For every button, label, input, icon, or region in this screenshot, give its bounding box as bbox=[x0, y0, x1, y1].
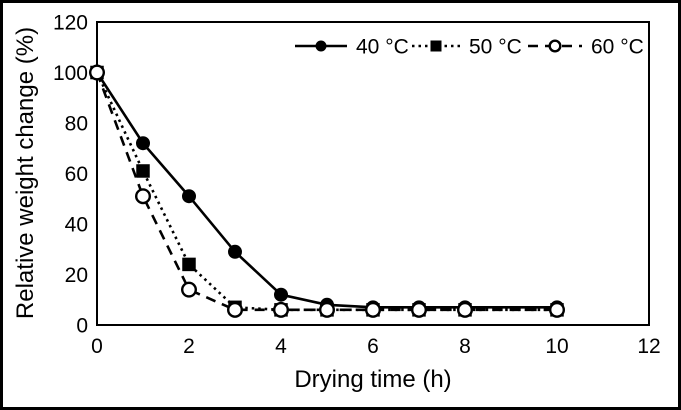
legend-marker-1 bbox=[430, 40, 442, 52]
legend-label-2: 60 °C bbox=[591, 36, 644, 59]
y-tick-label: 40 bbox=[65, 214, 88, 237]
line-chart: Drying time (h) Relative weight change (… bbox=[12, 12, 661, 394]
plot-frame bbox=[96, 21, 650, 326]
legend-label-1: 50 °C bbox=[469, 36, 522, 59]
data-point-marker-series-0 bbox=[228, 244, 242, 259]
y-tick-label: 100 bbox=[53, 62, 88, 85]
data-point-marker-series-2 bbox=[134, 188, 151, 205]
y-tick-label: 80 bbox=[65, 113, 88, 136]
data-point-marker-series-2 bbox=[226, 301, 243, 318]
data-point-marker-series-1 bbox=[136, 164, 150, 178]
y-axis-title: Relative weight change (%) bbox=[12, 27, 39, 319]
x-tick-label: 6 bbox=[367, 335, 379, 358]
data-point-marker-series-2 bbox=[365, 301, 382, 318]
series-line-0 bbox=[95, 71, 557, 309]
data-point-marker-series-1 bbox=[182, 257, 196, 272]
series-line-1 bbox=[95, 71, 557, 312]
data-point-marker-series-2 bbox=[411, 301, 428, 318]
x-tick-label: 4 bbox=[275, 335, 287, 358]
y-tick-label: 60 bbox=[65, 163, 88, 186]
y-tick-label: 0 bbox=[76, 315, 88, 338]
chart-content: 0 20 40 60 80 100 120 0 2 4 6 8 10 12 40 °C 50 °C 60 °C bbox=[53, 12, 661, 359]
y-tick-label: 120 bbox=[53, 12, 88, 35]
x-tick-label: 10 bbox=[545, 335, 568, 358]
data-point-marker-series-0 bbox=[274, 287, 288, 302]
x-tick-label: 8 bbox=[459, 335, 471, 358]
x-tick-label: 12 bbox=[637, 335, 660, 358]
data-point-marker-series-2 bbox=[319, 301, 336, 318]
y-tick-label: 20 bbox=[65, 264, 88, 287]
x-axis-title: Drying time (h) bbox=[294, 366, 451, 393]
legend-marker-2 bbox=[548, 39, 562, 53]
x-tick-label: 0 bbox=[91, 335, 103, 358]
series-line-2 bbox=[95, 72, 557, 312]
data-point-marker-series-2 bbox=[180, 281, 197, 298]
data-point-marker-series-2 bbox=[457, 301, 474, 318]
data-point-marker-series-0 bbox=[182, 189, 196, 204]
x-tick-label: 2 bbox=[183, 335, 195, 358]
legend-label-0: 40 °C bbox=[356, 36, 409, 59]
data-point-marker-series-2 bbox=[88, 64, 105, 81]
data-point-marker-series-0 bbox=[136, 136, 150, 151]
legend-marker-0 bbox=[315, 40, 327, 52]
data-point-marker-series-2 bbox=[273, 301, 290, 318]
data-point-marker-series-2 bbox=[549, 301, 566, 318]
